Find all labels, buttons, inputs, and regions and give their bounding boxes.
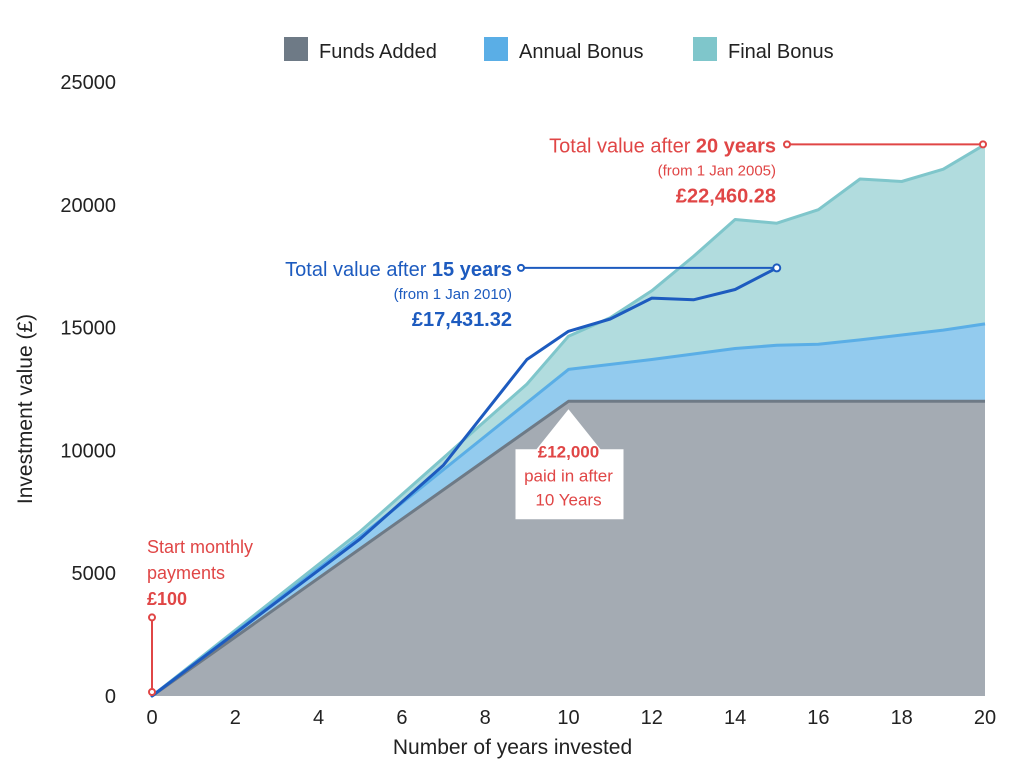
start-amount: £100: [147, 589, 187, 609]
x-tick-label: 0: [146, 707, 157, 729]
start-label-line1: Start monthly: [147, 537, 253, 557]
start-label-line2: payments: [147, 563, 225, 583]
axes: 0 2 4 6 8 10 12 14 16 18 20 0 5000 10000 15000 20000 250…: [14, 72, 996, 759]
total15-heading: Total value after 15 years: [285, 259, 512, 281]
legend: Funds Added Annual Bonus Final Bonus: [284, 37, 834, 63]
final-bonus-legend-label: Final Bonus: [728, 41, 834, 63]
paid-in-amount: £12,000: [538, 442, 599, 461]
y-axis-title: Investment value (£): [14, 314, 37, 504]
y-tick-label: 0: [105, 686, 116, 708]
paid-in-line1: paid in after: [524, 466, 613, 485]
total15-point-marker: [772, 263, 782, 273]
x-tick-label: 16: [807, 707, 829, 729]
funds-added-line: [151, 399, 985, 698]
x-tick-label: 12: [641, 707, 663, 729]
y-tick-label: 20000: [60, 195, 116, 217]
y-tick-label: 25000: [60, 72, 116, 94]
paid-in-callout-box: [515, 409, 624, 520]
annual-bonus-legend-swatch: [484, 37, 508, 61]
start-marker-top: [148, 613, 156, 622]
y-tick-label: 15000: [60, 318, 116, 340]
total20-heading: Total value after 20 years: [549, 135, 776, 157]
y-tick-label: 10000: [60, 440, 116, 462]
x-tick-label: 20: [974, 707, 996, 729]
total15-amount: £17,431.32: [412, 309, 512, 331]
total15-leader-start: [517, 263, 525, 272]
paid-in-line2: 10 Years: [535, 490, 601, 509]
funds-added-area: [152, 401, 985, 696]
annual-bonus-legend-label: Annual Bonus: [519, 41, 644, 63]
final-bonus-line: [151, 143, 986, 698]
total15-subtitle: (from 1 Jan 2010): [394, 286, 512, 303]
annotations: Start monthly payments £100 £12,000 paid in …: [147, 135, 987, 696]
y-tick-label: 5000: [72, 563, 117, 585]
line-series: [150, 266, 779, 698]
x-tick-label: 6: [396, 707, 407, 729]
x-tick-label: 14: [724, 707, 746, 729]
final-bonus-legend-swatch: [693, 37, 717, 61]
start-marker-bottom: [148, 688, 156, 696]
x-axis-title: Number of years invested: [393, 736, 632, 759]
total20-leader-start: [783, 140, 791, 149]
x-tick-label: 18: [891, 707, 913, 729]
total20-amount: £22,460.28: [676, 185, 776, 207]
total20-point-marker: [979, 140, 987, 149]
annual-bonus-line: [151, 322, 986, 698]
funds-added-legend-swatch: [284, 37, 308, 61]
total20-subtitle: (from 1 Jan 2005): [658, 162, 776, 179]
x-tick-label: 4: [313, 707, 324, 729]
x-tick-label: 8: [480, 707, 491, 729]
x-tick-label: 2: [230, 707, 241, 729]
x-tick-label: 10: [557, 707, 579, 729]
total-value-after-15-years-line: [150, 266, 779, 698]
funds-added-legend-label: Funds Added: [319, 41, 437, 63]
